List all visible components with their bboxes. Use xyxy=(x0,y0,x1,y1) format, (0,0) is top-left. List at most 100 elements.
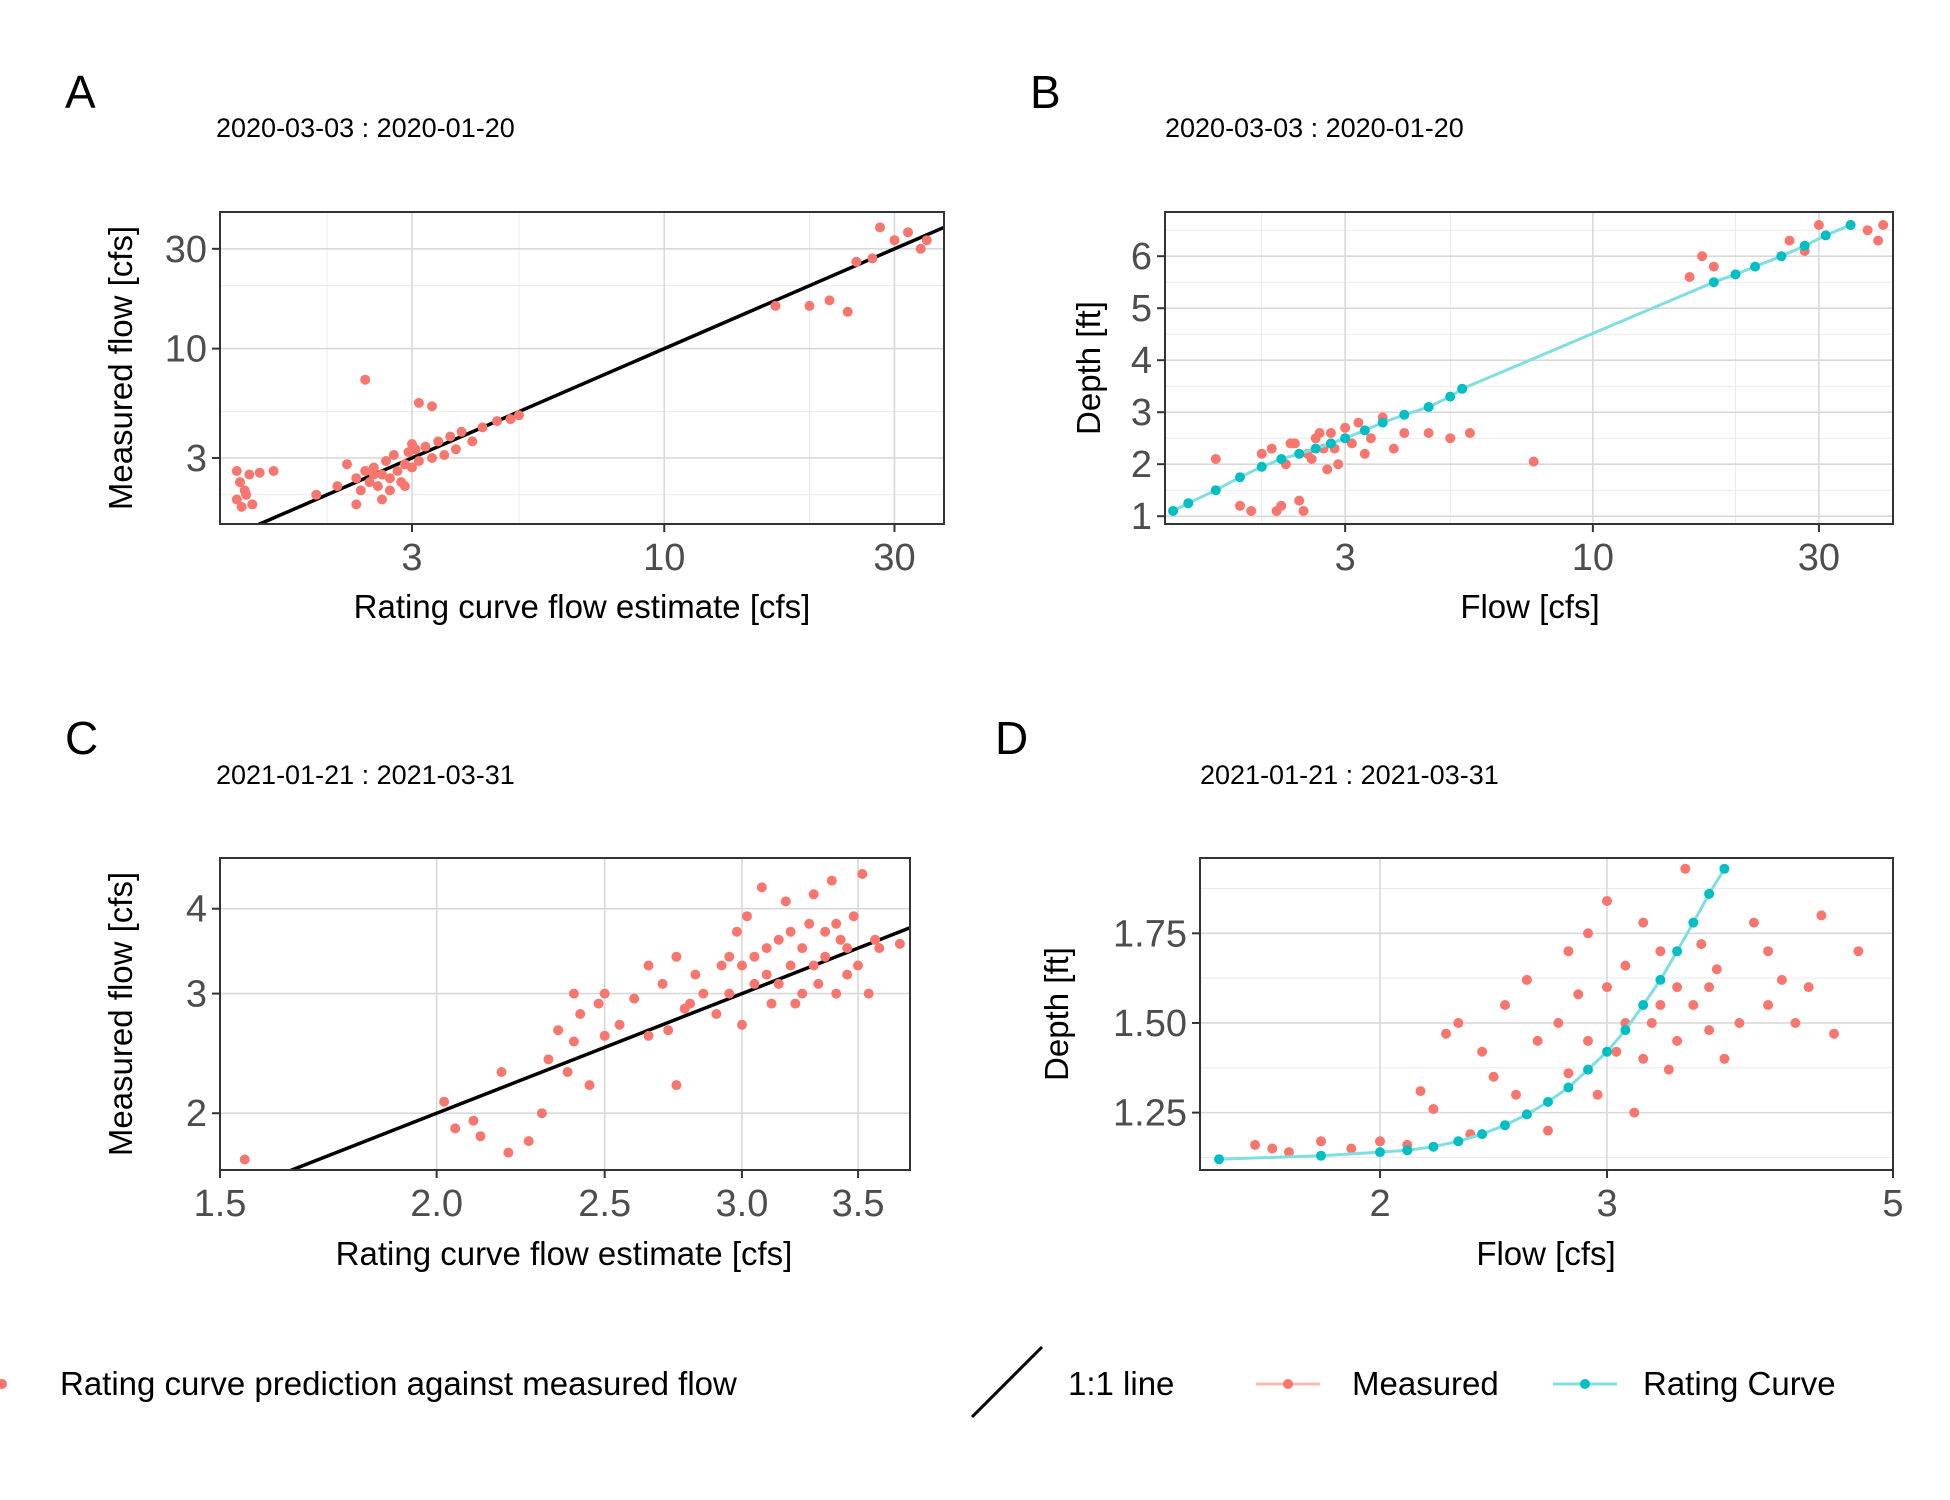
panel-a-measured-point xyxy=(445,431,456,442)
panel-c-measured-point xyxy=(562,1067,573,1077)
panel-d-rating-curve-point xyxy=(1620,1025,1631,1036)
panel-a-measured-point xyxy=(915,243,926,254)
panel-b-measured-point xyxy=(1325,428,1336,438)
panel-d-measured-point xyxy=(1672,1035,1683,1046)
panel-d-rating-curve-point xyxy=(1638,1000,1649,1010)
panel-a-measured-point xyxy=(903,227,913,238)
panel-b-rating-curve-point xyxy=(1845,220,1856,230)
panel-d-measured-point xyxy=(1250,1139,1261,1150)
panel-a-one-to-one-line xyxy=(255,225,944,524)
panel-c-measured-point xyxy=(690,969,701,980)
panel-c-measured-point xyxy=(766,998,777,1009)
panel-d-rating-curve-point xyxy=(1704,888,1715,899)
panel-b-ylabel: Depth [ft] xyxy=(1070,301,1107,435)
panel-d-measured-point xyxy=(1453,1018,1464,1028)
panel-b-rating-curve-point xyxy=(1708,277,1719,288)
panel-a-measured-point xyxy=(427,401,437,412)
panel-c-measured-point xyxy=(239,1154,250,1165)
panel-c-measured-point xyxy=(716,960,727,971)
panel-b-measured-point xyxy=(1246,506,1257,516)
panel-c-measured-point xyxy=(749,951,760,962)
panel-b-measured-point xyxy=(1298,506,1309,516)
panel-c-measured-point xyxy=(643,1030,654,1041)
panel-c-measured-point xyxy=(870,934,881,945)
panel-b-rating-curve-point xyxy=(1457,383,1468,394)
panel-d-rating-curve-point xyxy=(1521,1109,1532,1120)
panel-a-measured-point xyxy=(368,469,379,480)
panel-d-rating-curve-point xyxy=(1428,1141,1439,1152)
panel-b-rating-curve-point xyxy=(1183,498,1194,509)
panel-c-measured-point xyxy=(848,911,859,922)
panel-b-measured-point xyxy=(1365,433,1376,444)
panel-c-measured-point xyxy=(523,1136,534,1147)
panel-b-measured-point xyxy=(1464,428,1475,438)
panel-a-measured-point xyxy=(236,501,247,512)
panel-d-measured-point xyxy=(1776,974,1787,985)
panel-b-measured-point xyxy=(1445,433,1456,444)
panel-c-measured-point xyxy=(797,988,808,999)
panel-c-measured-point xyxy=(813,978,824,989)
panel-d-rating-curve-point xyxy=(1719,863,1730,874)
panel-d-measured-point xyxy=(1680,863,1691,874)
panel-d-xlabel: Flow [cfs] xyxy=(1476,1235,1615,1272)
panel-a-measured-point xyxy=(492,416,502,427)
panel-b-rating-curve-point xyxy=(1276,454,1287,464)
panel-c-x-tick-label: 2.5 xyxy=(578,1183,631,1225)
panel-a-measured-point xyxy=(770,300,781,311)
panel-d-measured-point xyxy=(1734,1018,1745,1028)
panel-d-measured-point xyxy=(1563,946,1574,957)
panel-a-measured-point xyxy=(388,450,399,460)
panel-c-y-tick-label: 2 xyxy=(186,1093,207,1135)
panel-c-measured-point xyxy=(790,998,801,1009)
panel-c-measured-point xyxy=(761,969,772,980)
panel-c-measured-point xyxy=(756,882,767,893)
panel-d-x-tick-label: 5 xyxy=(1882,1183,1903,1225)
panel-a-measured-point xyxy=(351,473,362,484)
panel-d-measured-point xyxy=(1696,939,1707,950)
panel-a-measured-point xyxy=(384,473,395,484)
panel-b-rating-curve-point xyxy=(1820,230,1831,241)
panel-b-measured-point xyxy=(1878,220,1889,230)
panel-c-x-tick-label: 1.5 xyxy=(194,1183,247,1225)
panel-b-x-tick-label: 30 xyxy=(1798,537,1840,579)
panel-d-measured-point xyxy=(1646,1018,1657,1028)
panel-c-measured-point xyxy=(797,943,808,954)
panel-c-measured-point xyxy=(808,960,819,971)
panel-b-x-tick-label: 3 xyxy=(1335,537,1356,579)
panel-d-measured-point xyxy=(1415,1086,1426,1097)
panel-a-measured-point xyxy=(244,469,255,480)
panel-d-border xyxy=(1199,857,1894,1171)
panel-d-measured-point xyxy=(1375,1136,1385,1147)
panel-c-y-tick-label: 4 xyxy=(186,889,207,931)
panel-c-xlabel: Rating curve flow estimate [cfs] xyxy=(336,1235,793,1272)
panel-d-measured-point xyxy=(1655,946,1666,957)
panel-c-measured-point xyxy=(894,938,905,949)
panel-c-measured-point xyxy=(614,1019,625,1030)
panel-d-rating-curve-point xyxy=(1583,1064,1593,1075)
panel-b-measured-point xyxy=(1256,448,1267,459)
panel-b-rating-curve-point xyxy=(1445,391,1456,402)
panel-c-measured-point xyxy=(698,988,709,999)
panel-a-measured-point xyxy=(364,477,375,488)
panel-b-measured-point xyxy=(1862,225,1873,236)
panel-a-measured-point xyxy=(392,466,403,476)
panel-c-plot: 1.5 2.0 2.5 3.0 3.5 2 3 4 xyxy=(186,857,911,1225)
panel-d-rating-curve-point xyxy=(1602,1046,1612,1057)
panel-c-measured-point xyxy=(737,960,747,971)
panel-c-y-tick-label: 3 xyxy=(186,974,207,1016)
panel-b-measured-point xyxy=(1873,235,1884,246)
panel-d-measured-point xyxy=(1346,1143,1357,1154)
panel-d-plot: 2 3 5 1.25 1.50 1.75 xyxy=(1113,857,1904,1225)
legend: Rating curve prediction against measured… xyxy=(0,1345,1836,1419)
panel-c-measured-point xyxy=(780,896,791,907)
panel-b-y-tick-label: 2 xyxy=(1131,444,1152,486)
panel-a-letter: A xyxy=(65,66,96,118)
panel-b-rating-curve-point xyxy=(1423,402,1434,412)
panel-d-measured-point xyxy=(1583,928,1593,939)
legend-key-rating-dot xyxy=(1580,1379,1590,1389)
panel-c-measured-point xyxy=(439,1096,450,1107)
panel-d-measured-point xyxy=(1573,989,1584,1000)
panel-b-measured-point xyxy=(1306,454,1317,464)
panel-a-measured-point xyxy=(477,422,488,433)
